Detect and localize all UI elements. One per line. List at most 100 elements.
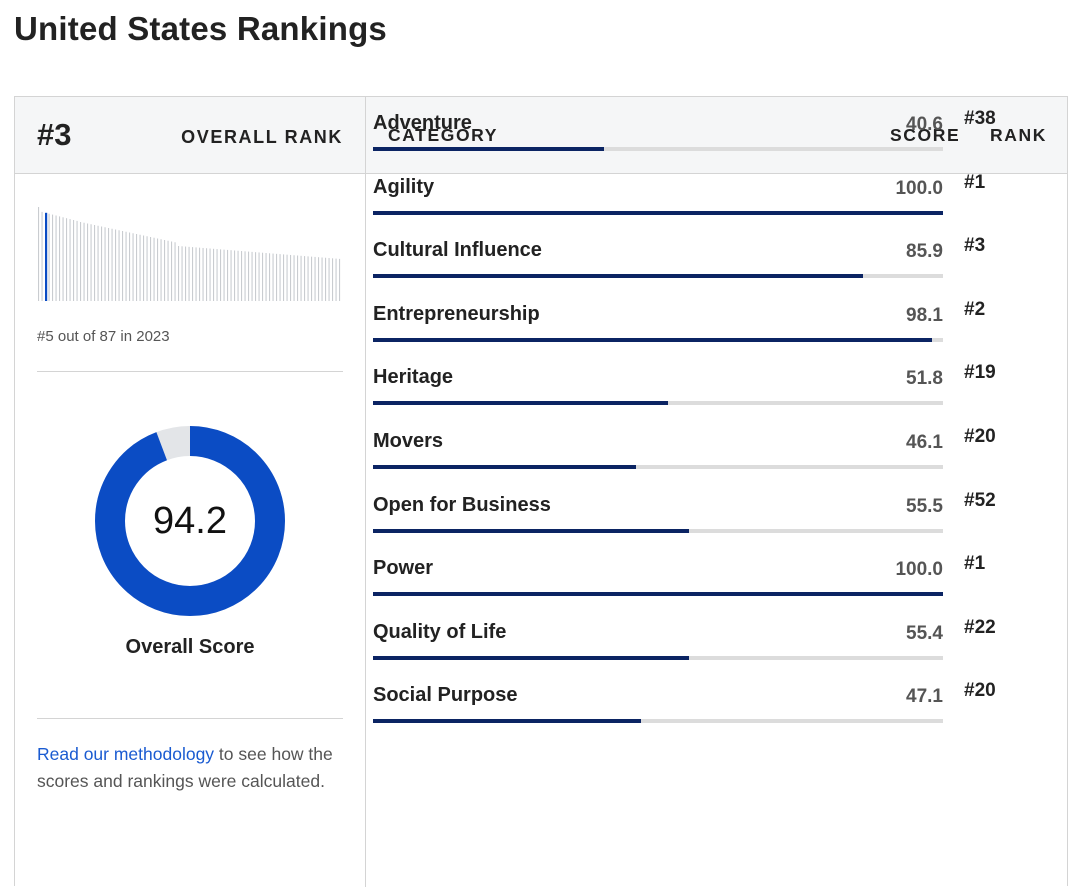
methodology-link[interactable]: Read our methodology [37,744,215,764]
score-bar-track [373,528,943,533]
score-bar-fill [373,210,943,215]
rank-history-sparkline [38,207,341,301]
sparkline-bar [311,256,313,301]
sparkline-bar [262,252,264,301]
category-score: 55.4 [906,622,943,644]
category-name: Agility [373,175,435,198]
sparkline-bar [52,214,54,301]
category-row: Movers 46.1 #20 [373,395,1053,469]
sparkline-bar [87,223,89,301]
methodology-text: to see how the scores and rankings were … [37,744,333,791]
sparkline-bar [150,237,152,301]
sparkline-bar [69,219,71,301]
category-rank: #1 [964,553,986,575]
score-bar-fill [373,592,943,597]
category-rank: #2 [964,298,986,320]
divider [37,371,343,372]
category-name: Entrepreneurship [373,302,540,325]
category-row: Quality of Life 55.4 #22 [373,586,1053,660]
sparkline-bar [234,250,236,301]
score-bar-track [373,147,943,151]
sparkline-bar [97,225,99,301]
sparkline-bar [251,251,253,301]
overall-score-label: Overall Score [125,636,255,658]
category-score: 100.0 [895,177,943,199]
sparkline-bar [80,222,82,301]
score-bar-fill [373,401,669,406]
overall-panel: #3 OVERALL RANK #5 out of 87 in 2023 94.… [15,97,366,887]
sparkline-bar [73,220,75,301]
sparkline-bar [41,211,43,301]
sparkline-bar [171,241,173,301]
page-title: United States Rankings [14,10,387,47]
sparkline-bar [307,256,309,301]
sparkline-bar [286,254,288,301]
sparkline-bar [213,248,215,301]
sparkline-bar [269,253,271,301]
sparkline-bar [62,217,64,301]
sparkline-bar [153,237,155,301]
sparkline-bar [167,240,169,301]
category-score: 51.8 [906,368,943,390]
category-score: 40.6 [906,114,943,135]
category-row: Power 100.0 #1 [373,522,1053,597]
sparkline-bar [104,227,106,301]
category-rank: #22 [964,616,996,638]
sparkline-bar [255,252,257,301]
sparkline-bar [122,231,124,301]
category-name: Adventure [373,112,472,134]
sparkline-bar [139,234,141,301]
methodology-note: Read our methodology to see how the scor… [37,741,337,795]
overall-score-donut [95,426,285,616]
sparkline-bar [118,230,120,301]
score-bar-track [373,210,943,215]
sparkline-bar [325,257,327,301]
sparkline-bar [265,253,267,301]
sparkline-bar [59,216,61,301]
sparkline-bar [146,236,148,301]
category-rank: #3 [964,235,986,257]
score-bar-fill [373,274,863,279]
sparkline-bar [248,251,250,301]
category-rank: #20 [964,680,996,702]
category-row: Heritage 51.8 #19 [373,331,1053,406]
sparkline-bar [297,255,299,301]
category-name: Movers [373,430,444,452]
sparkline-bar [230,250,232,301]
rankings-card: #3 OVERALL RANK #5 out of 87 in 2023 94.… [14,96,1068,887]
score-bar-track [373,274,943,279]
category-score: 98.1 [906,304,943,326]
sparkline-bar [321,257,323,301]
category-rank: #20 [964,426,996,447]
donut-score-arc [95,426,285,616]
overall-rank-number: #3 [37,117,72,152]
sparkline-bar [290,254,292,301]
sparkline-bar [328,258,330,301]
score-bar-fill [373,147,605,151]
category-row: Adventure 40.6 #38 [373,77,1053,151]
sparkline-bar [83,222,85,301]
sparkline-current-bar [45,212,48,301]
sparkline-bar [300,255,302,301]
sparkline-bar [244,251,246,301]
sparkline-bar [223,249,225,301]
category-row: Open for Business 55.5 #52 [373,459,1053,533]
score-bar-fill [373,719,642,724]
score-bar-track [373,592,943,597]
category-name: Power [373,557,434,580]
sparkline-bar [181,246,183,301]
sparkline-bar [227,249,229,301]
sparkline-bar [185,246,187,301]
sparkline-bar [164,240,166,301]
category-table-header: CATEGORY SCORE RANK [366,97,1067,174]
category-name: Heritage [373,366,454,389]
rank-column-header: RANK [990,125,1047,145]
score-bar-track [373,465,943,469]
score-bar-track [373,401,943,406]
sparkline-bar [335,258,337,301]
category-row: Entrepreneurship 98.1 #2 [373,268,1053,342]
overall-rank-label: OVERALL RANK [181,127,343,147]
sparkline-bar [160,239,162,301]
divider [37,718,343,719]
sparkline-bar [132,233,134,301]
